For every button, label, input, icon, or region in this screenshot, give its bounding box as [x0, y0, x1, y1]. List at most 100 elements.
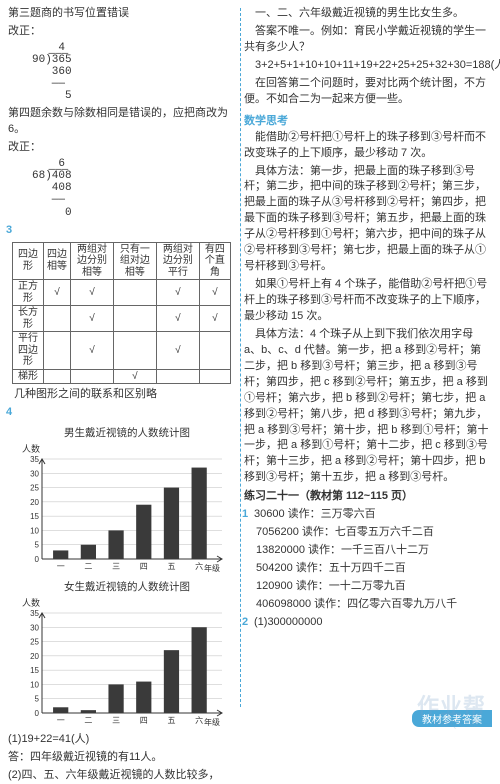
right-paragraph: 答案不唯一。例如：育民小学戴近视镜的学生一共有多少人？	[244, 24, 492, 56]
table-cell: √	[70, 332, 113, 370]
svg-text:年级: 年级	[204, 563, 220, 573]
svg-text:四: 四	[140, 716, 148, 725]
svg-text:六: 六	[195, 561, 203, 571]
right-paragraph: 3+2+5+1+10+10+11+19+22+25+25+32+30=188(人…	[244, 58, 492, 74]
table-cell	[156, 369, 199, 384]
svg-text:五: 五	[167, 716, 175, 725]
table-row-name: 梯形	[13, 369, 44, 384]
sx-paragraph: 如果①号杆上有 4 个珠子，能借助②号杆把①号杆上的珠子移到③号杆而不改变珠子的…	[244, 277, 492, 325]
svg-text:25: 25	[30, 484, 39, 493]
table-cell	[70, 369, 113, 384]
svg-text:5: 5	[35, 541, 40, 550]
table-cell	[43, 332, 70, 370]
marker-r1: 1	[242, 507, 254, 523]
sx-paragraph: 能借助②号杆把①号杆上的珠子移到③号杆而不改变珠子的上下顺序，最少移动 7 次。	[244, 130, 492, 162]
left-line2: 改正：	[8, 24, 236, 40]
svg-text:0: 0	[35, 709, 40, 718]
chart-boys-title: 男生戴近视镜的人数统计图	[18, 425, 236, 440]
sx-paragraph: 具体方法：第一步，把最上面的珠子移到③号杆；第二步，把中间的珠子移到②号杆；第三…	[244, 164, 492, 276]
svg-text:二: 二	[84, 562, 92, 571]
long-division-2: 6 68)̅4̅0̅8 408 —— 0	[32, 158, 236, 218]
svg-text:5: 5	[35, 695, 40, 704]
column-divider	[240, 8, 241, 707]
shapes-table: 四边形四边相等两组对边分别相等只有一组对边相等两组对边分别平行有四个直角正方形√…	[12, 242, 231, 385]
table-cell	[113, 332, 156, 370]
table-cell: √	[70, 306, 113, 332]
sx-paragraph: 具体方法：4 个珠子从上到下我们依次用字母 a、b、c、d 代替。第一步，把 a…	[244, 327, 492, 486]
chart-girls-ylab: 人数	[22, 596, 236, 609]
table-row-name: 长方形	[13, 306, 44, 332]
table-cell: √	[113, 369, 156, 384]
table-cell: √	[156, 280, 199, 306]
table-header: 有四个直角	[199, 242, 230, 280]
reading-line: 7056200 读作：七百零五万六千二百	[244, 525, 492, 541]
left-line4: 改正：	[8, 140, 236, 156]
q1a: (1)19+22=41(人)	[8, 732, 236, 748]
reading-line: 130600 读作：三万零六百	[244, 507, 492, 523]
svg-text:一: 一	[57, 562, 65, 571]
svg-text:20: 20	[30, 498, 39, 507]
q2-line: 2(1)300000000	[244, 615, 492, 631]
table-cell: √	[199, 306, 230, 332]
chart-girls-title: 女生戴近视镜的人数统计图	[18, 579, 236, 594]
svg-text:四: 四	[140, 562, 148, 571]
table-row-name: 平行四边形	[13, 332, 44, 370]
svg-text:15: 15	[30, 512, 39, 521]
svg-text:一: 一	[57, 716, 65, 725]
svg-text:15: 15	[30, 666, 39, 675]
table-cell	[43, 369, 70, 384]
left-line1: 第三题商的书写位置错误	[8, 6, 236, 22]
svg-text:20: 20	[30, 652, 39, 661]
table-cell	[43, 306, 70, 332]
table-row-name: 正方形	[13, 280, 44, 306]
svg-text:三: 三	[112, 716, 120, 725]
svg-text:35: 35	[30, 609, 39, 618]
table-cell	[199, 332, 230, 370]
marker-r2: 2	[242, 615, 254, 631]
right-paragraph: 一、二、六年级戴近视镜的男生比女生多。	[244, 6, 492, 22]
reading-line: 406098000 读作：四亿零六百零九万八千	[244, 597, 492, 613]
svg-text:30: 30	[30, 623, 39, 632]
marker-4: 4	[6, 405, 18, 421]
q2: (2)四、五、六年级戴近视镜的人数比较多，	[8, 768, 236, 784]
chart-boys: 男生戴近视镜的人数统计图 人数 0 5 10 15 20 25 30 35 一 二 三 四 五 六年级	[18, 425, 236, 575]
chart-boys-ylab: 人数	[22, 442, 236, 455]
long-division-1: 4 90)̅3̅6̅5 360 —— 5	[32, 42, 236, 102]
svg-text:10: 10	[30, 680, 39, 689]
table-cell	[113, 280, 156, 306]
svg-text:0: 0	[35, 555, 40, 564]
sx-heading: 数学思考	[244, 112, 492, 128]
table-cell	[113, 306, 156, 332]
reading-line: 13820000 读作：一千三百八十二万	[244, 543, 492, 559]
svg-text:三: 三	[112, 562, 120, 571]
left-line3: 第四题余数与除数相同是错误的，应把商改为 6。	[8, 106, 236, 138]
reading-line: 504200 读作：五十万四千二百	[244, 561, 492, 577]
svg-text:25: 25	[30, 638, 39, 647]
table-cell: √	[43, 280, 70, 306]
table-cell	[199, 369, 230, 384]
svg-text:二: 二	[84, 716, 92, 725]
table-header: 两组对边分别相等	[70, 242, 113, 280]
reading-line: 120900 读作：一十二万零九百	[244, 579, 492, 595]
table-header: 四边相等	[43, 242, 70, 280]
footer-tag: 教材参考答案	[412, 710, 492, 727]
svg-text:35: 35	[30, 455, 39, 464]
right-paragraph: 在回答第二个问题时，要对比两个统计图，不方便。不如合二为一起来方便一些。	[244, 76, 492, 108]
q2-text: (1)300000000	[254, 616, 323, 628]
svg-text:30: 30	[30, 469, 39, 478]
table-caption: 几种图形之间的联系和区别略	[14, 387, 236, 403]
svg-text:六: 六	[195, 715, 203, 725]
svg-text:年级: 年级	[204, 717, 220, 727]
chart-girls: 女生戴近视镜的人数统计图 人数 0 5 10 15 20 25 30 35 一 二 三 四 五 六年级	[18, 579, 236, 729]
table-header: 两组对边分别平行	[156, 242, 199, 280]
ex-heading: 练习二十一（教材第 112~115 页）	[244, 489, 492, 505]
table-header: 四边形	[13, 242, 44, 280]
marker-3: 3	[6, 223, 18, 239]
table-header: 只有一组对边相等	[113, 242, 156, 280]
table-cell: √	[70, 280, 113, 306]
table-cell: √	[156, 332, 199, 370]
q1b: 答：四年级戴近视镜的有11人。	[8, 750, 236, 766]
svg-text:10: 10	[30, 526, 39, 535]
table-cell: √	[156, 306, 199, 332]
svg-text:五: 五	[167, 562, 175, 571]
